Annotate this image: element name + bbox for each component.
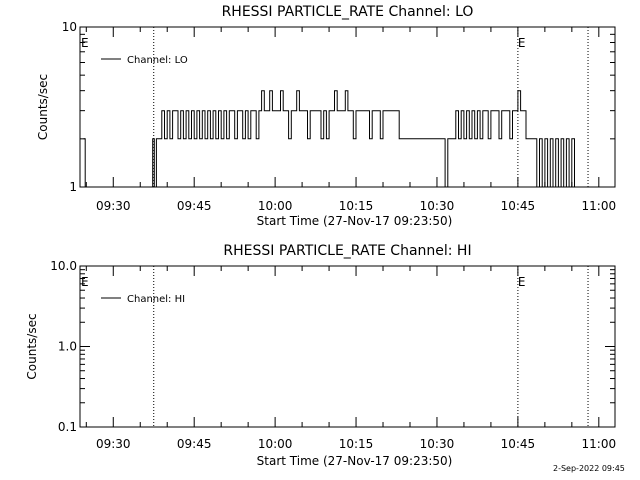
eclipse-marker-label: E — [81, 275, 89, 289]
x-axis-label: Start Time (27-Nov-17 09:23:50) — [257, 454, 453, 468]
x-tick-label: 10:15 — [339, 437, 374, 451]
generation-timestamp: 2-Sep-2022 09:45 — [553, 464, 625, 473]
x-tick-label: 10:45 — [501, 199, 536, 213]
eclipse-marker-label: E — [518, 275, 526, 289]
chart-title: RHESSI PARTICLE_RATE Channel: LO — [222, 4, 474, 20]
x-tick-label: 11:00 — [582, 437, 617, 451]
x-tick-label: 10:00 — [258, 437, 293, 451]
chart-title: RHESSI PARTICLE_RATE Channel: HI — [223, 243, 471, 259]
y-axis-label: Counts/sec — [36, 74, 50, 140]
y-tick-label: 10.0 — [50, 259, 77, 273]
y-tick-label: 0.1 — [58, 420, 77, 434]
x-tick-label: 09:45 — [177, 199, 212, 213]
x-tick-label: 09:30 — [96, 199, 131, 213]
y-tick-label: 10 — [62, 20, 77, 34]
x-tick-label: 10:00 — [258, 199, 293, 213]
eclipse-marker-label: E — [518, 36, 526, 50]
x-tick-label: 09:45 — [177, 437, 212, 451]
chart-panel-1: RHESSI PARTICLE_RATE Channel: LO 1 10 Count… — [36, 4, 616, 228]
x-tick-label: 10:30 — [420, 437, 455, 451]
legend-label: Channel: HI — [127, 294, 185, 305]
plot-frame — [79, 265, 616, 428]
x-tick-label: 11:00 — [582, 199, 617, 213]
series-line — [83, 90, 585, 188]
x-tick-label: 10:45 — [501, 437, 536, 451]
plot-frame — [79, 26, 616, 188]
chart-panel-2: RHESSI PARTICLE_RATE Channel: HI 0.1 1.0 10… — [25, 243, 616, 468]
y-tick-label: 1 — [69, 180, 77, 194]
x-tick-label: 10:30 — [420, 199, 455, 213]
x-tick-label: 10:15 — [339, 199, 374, 213]
x-axis-label: Start Time (27-Nov-17 09:23:50) — [257, 214, 453, 228]
y-tick-label: 1.0 — [58, 340, 77, 354]
eclipse-marker-label: E — [81, 36, 89, 50]
y-axis-label: Counts/sec — [25, 313, 39, 379]
legend-label: Channel: LO — [127, 55, 188, 66]
x-tick-label: 09:30 — [96, 437, 131, 451]
